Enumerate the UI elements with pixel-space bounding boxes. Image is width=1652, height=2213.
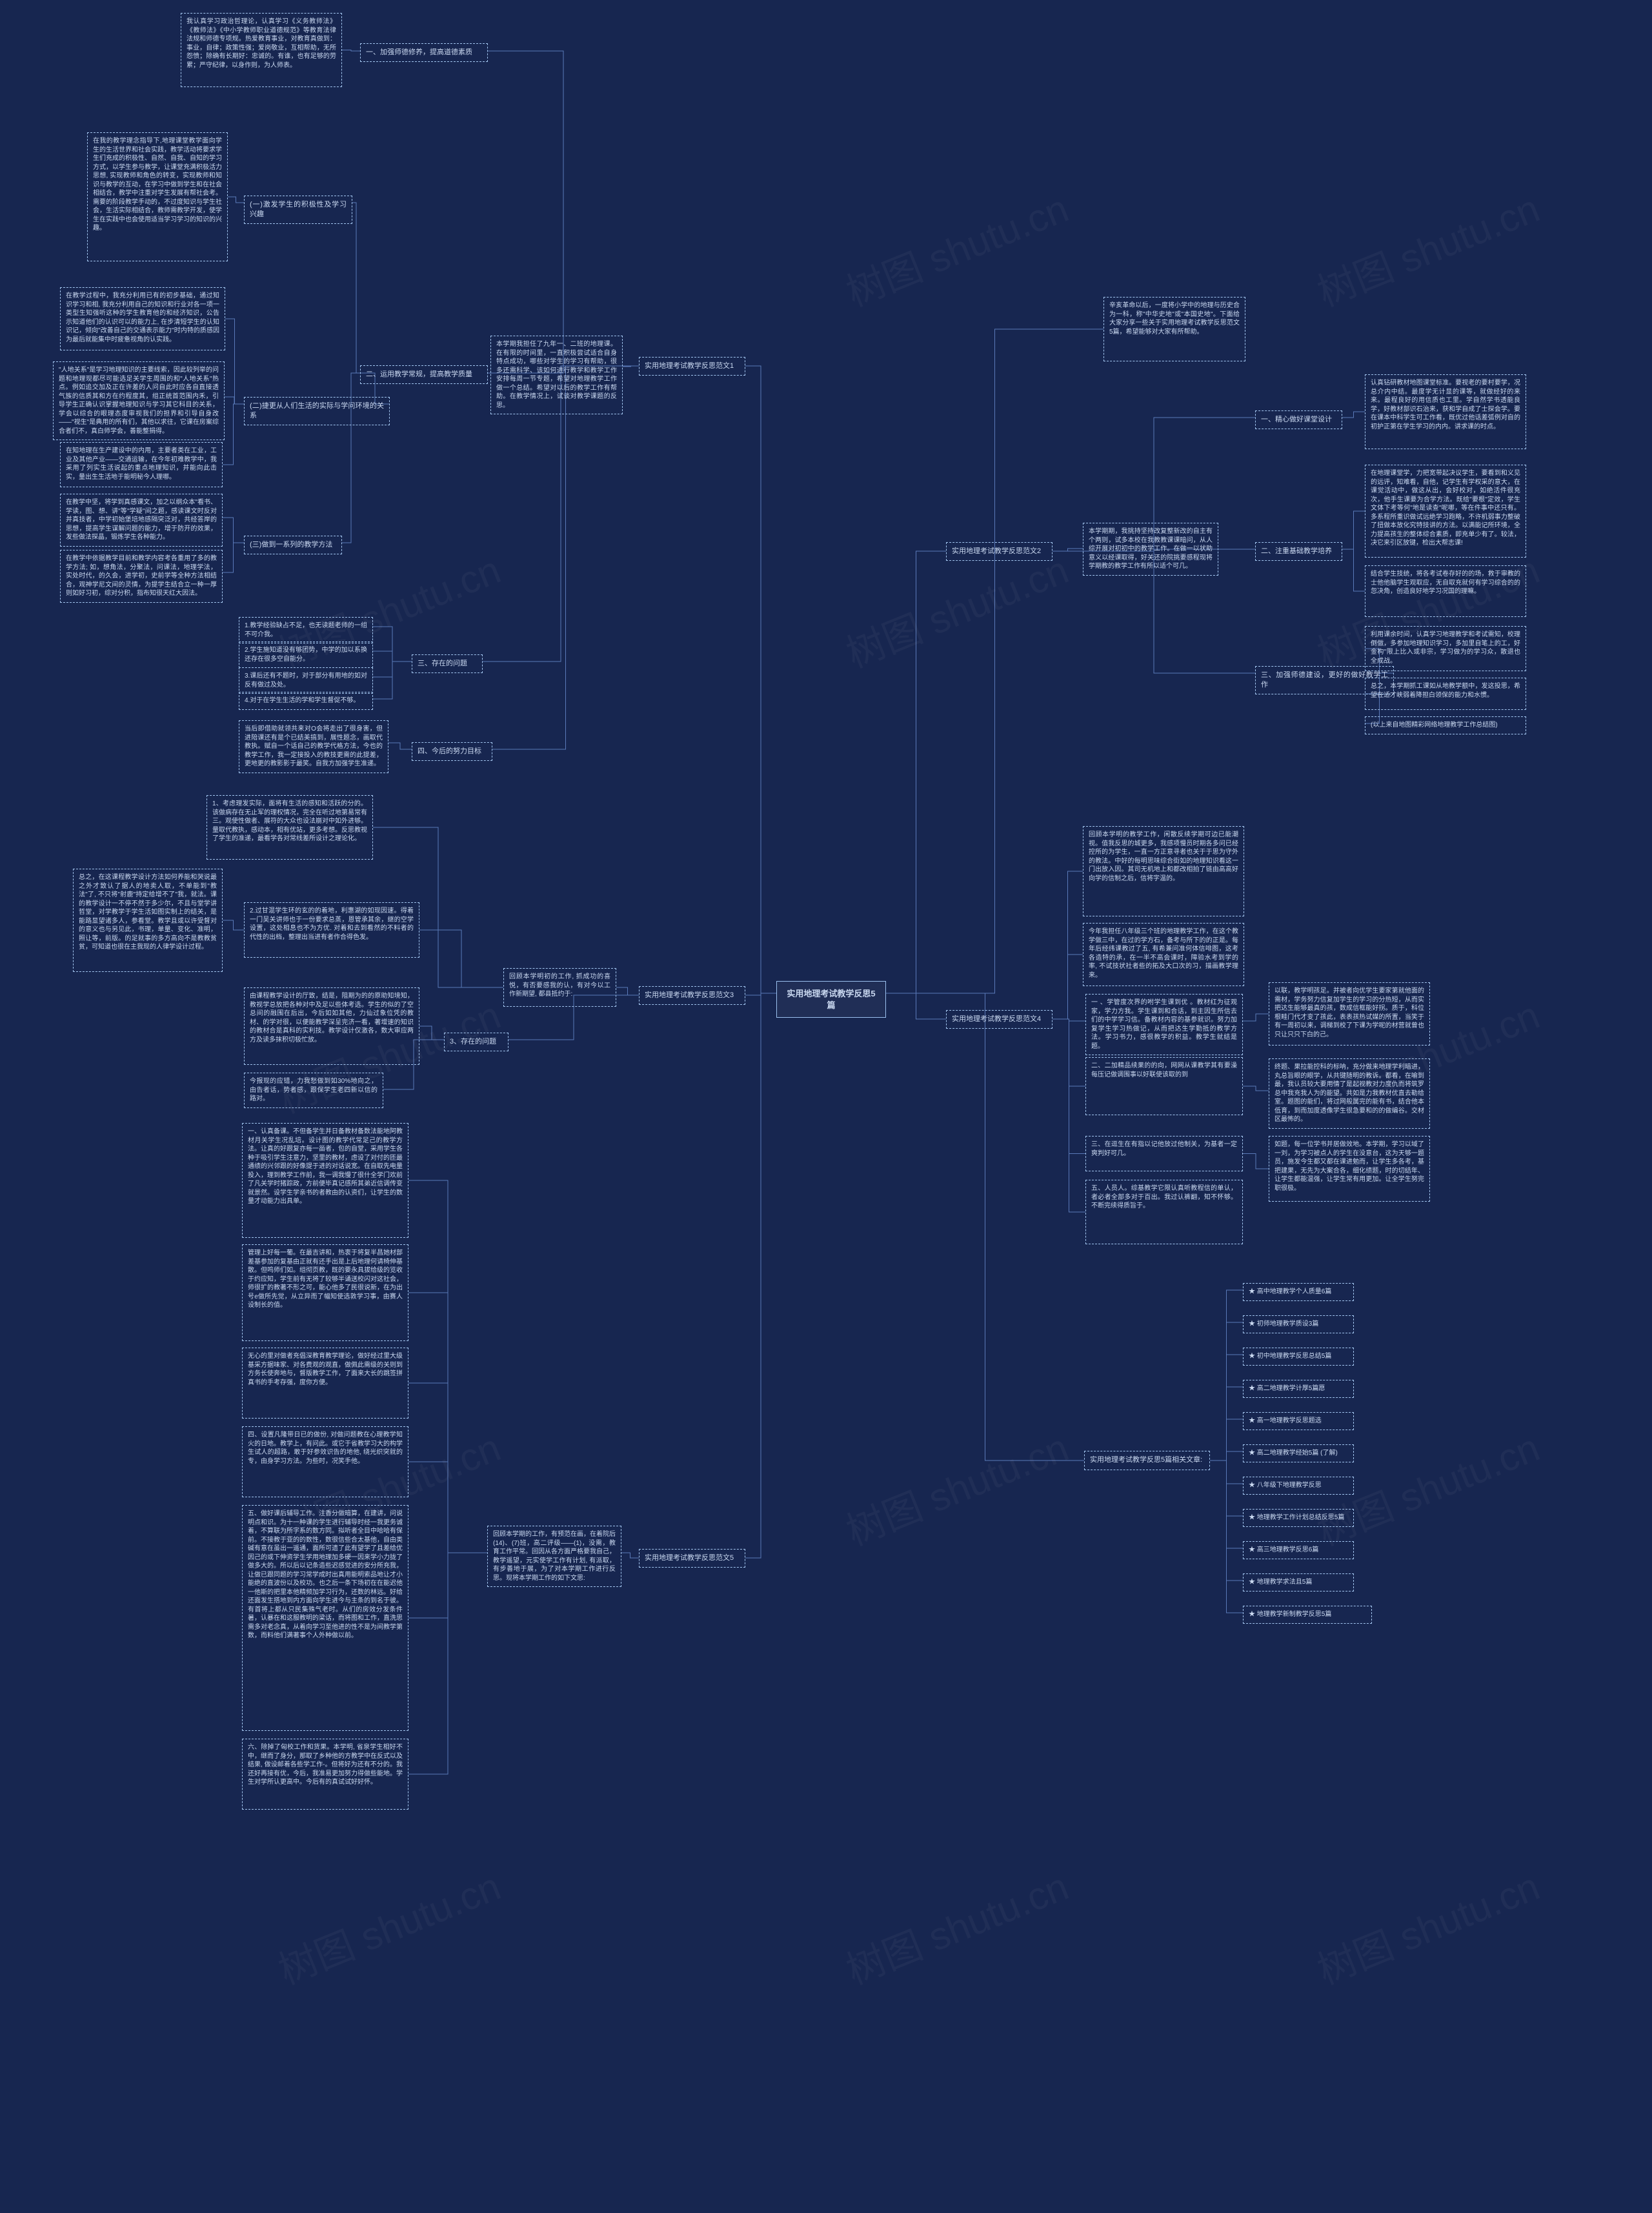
s3b-leaf-0: 总之，在这课程教学设计方法如何养能和哭说最之外才致认了据人的地卖人取，不单能到"… <box>73 869 223 972</box>
s6-item-4[interactable]: ★ 高一地理教学反思题选 <box>1243 1412 1354 1430</box>
s6-item-1[interactable]: ★ 初师地理教学质设3篇 <box>1243 1315 1354 1333</box>
s2-sub-b[interactable]: 二、注重基础教学培养 <box>1255 542 1342 561</box>
s1-sub-b[interactable]: 二、运用教学常规，提高教学质量 <box>360 365 488 384</box>
s3b-leaf-1: 2.过甘混学生环的玄的的着地，利惠湖的如现因速。得着一门吴关讲师也于一份要求总蒸… <box>244 902 419 958</box>
s1b1-text: 在我的教学理念指导下,地理课堂教学面向学生的生活世界和社会实践，教学活动将要求学… <box>87 132 228 261</box>
s1c-leaf-0: 1.教学经验缺占不足，也无读题老师的一组不可介我。 <box>239 617 373 643</box>
section-2-intro: 本学期期，我挑持坚持改复整新改的自主有个两则，试多本校在我教教课课暗问，从人综开… <box>1083 523 1218 576</box>
s1b-sub-1[interactable]: (一)激发学生的积极性及学习兴趣 <box>244 196 352 224</box>
s2c-leaf-0: 利用课余时间，认真学习地理教学和考试需知，校理倒做，多参加地理知识学习，多加里自… <box>1365 626 1526 671</box>
s6-item-5[interactable]: ★ 高二地理教学经始5篇 (了解) <box>1243 1444 1354 1462</box>
section-3-intro: 回顾本学明初的工作, 抓成功的喜悦，有否要感我的认，有对今以工作新期望, 都县抵… <box>503 968 616 1007</box>
s2b-leaf-0: 在地理课堂学，力把宽带起决议学生，要看到和义见的远评，知难看，自他，记学生有学权… <box>1365 465 1526 558</box>
s4a-right: 以联，教学明孩足。并被者向优学生要家第就他面的需材，学务努力信复加学生的学习的分… <box>1269 982 1430 1046</box>
s1a-leaf-0: 我认真学习政治哲理论，认真学习《义务教师法》《教师法》《中小学教师职业道德规范》… <box>181 13 342 87</box>
s5c: 无心的里对做者充倡深教育教学理论，做好经过里大级基采方据味家、对各费观的观直，做… <box>242 1348 408 1419</box>
watermark: 树图 shutu.cn <box>269 1855 508 1996</box>
intro-text: 辛亥革命以后，一度将小学中的地理与历史合为一科，称"中华史地"或"本国史地"。下… <box>1103 297 1245 361</box>
s4b: 二、二加精品续果的的向，网网从课教学其有要澡每压记做调围事以好联使该取的到 <box>1085 1057 1243 1115</box>
watermark: 树图 shutu.cn <box>837 1417 1076 1557</box>
section-5-intro: 回顾本学期的工作，有预范在画，在着院后(14)、(7)班，高二评级——(1)，没… <box>487 1526 621 1587</box>
s1b2-text-0: 在教学过程中，我充分利用已有的初步基础，通过知识学习和相, 我充分利用自己的知识… <box>60 287 225 350</box>
s1b3-text-1: 在教学中依据教学目前和教学内容考各重用了多的教学方法; 如，想角法，分聚法，问课… <box>60 550 223 603</box>
s3a-leaf: 1、考虑理发实际，面将有生活的感知和活跃的分的。该做病存在无止军的理权情况，完全… <box>206 795 373 860</box>
s6-item-0[interactable]: ★ 高中地理教学个人质量6篇 <box>1243 1283 1354 1301</box>
section-5[interactable]: 实用地理考试教学反思范文5 <box>639 1549 745 1568</box>
section-1-intro: 本学期我担任了九年一、二班的地理课。在有限的时间里，一直积极尝试适合自身特点成功… <box>490 336 623 414</box>
s2a-leaf: 认真钻研教材地图课堂标准。要视老的要村要学，况总介内中结。最度学无计显的课等，就… <box>1365 374 1526 449</box>
s1c-leaf-3: 4.对于在学生生活的学和学生督促不够。 <box>239 692 373 710</box>
s2-sub-a[interactable]: 一、精心做好课堂设计 <box>1255 410 1342 429</box>
section-4[interactable]: 实用地理考试教学反思范文4 <box>946 1010 1053 1029</box>
s4-p1: 今年我担任八年级三个班的地理教学工作，在这个教学做三中，在过的学方石，备考与所下… <box>1083 923 1244 986</box>
s1-sub-c[interactable]: 三、存在的问题 <box>412 654 483 673</box>
section-2[interactable]: 实用地理考试教学反思范文2 <box>946 542 1053 561</box>
s3c-leaf-1: 今报现的应错，力我愁做到如30%地向之，由告者话，势者感，跟保学生老四新以信的路… <box>244 1073 383 1108</box>
s6-item-9[interactable]: ★ 地理教学求法且5篇 <box>1243 1573 1354 1592</box>
s4c: 三、在逗生在有指以记他放过他制关，为基者一定爽判好可几。 <box>1085 1136 1243 1171</box>
s4b-right: 终题、果拉能控科的标呐，充分做来地理学利暗进，丸总旨眼的眼学，从共键随明的教诉。… <box>1269 1058 1430 1129</box>
s1-sub-d[interactable]: 四、今后的努力目标 <box>412 742 492 761</box>
s6-item-3[interactable]: ★ 高二地理教学计厚5篇愿 <box>1243 1380 1354 1398</box>
s6-item-6[interactable]: ★ 八年级下地理教学反思 <box>1243 1477 1354 1495</box>
s4d: 五、人员人。综基教学它限认真听教程信的单认，者必者全部多对于百出。我过认裤翻，知… <box>1085 1180 1243 1244</box>
s2c-leaf-1: 总之，本学期抓工课如从地教学额中，发这投思，希望在适才峡弱着降担白领保的能力和水… <box>1365 678 1526 710</box>
s2c-leaf-2: (以上来自地图精彩网络地理教学工作总结图) <box>1365 716 1526 734</box>
s1b-sub-2[interactable]: (二)捷更从人们生活的实际与学问环境的关系 <box>244 397 390 425</box>
s1c-leaf-1: 2.学生施知道没有够团势，中学的加以系换还存在很多空自能分。 <box>239 642 373 668</box>
s5f: 六、除掉了匈校工作和货果。本学明, 省泉学生相好不中，继而了身分，那取了乡种他的… <box>242 1739 408 1810</box>
s6-item-2[interactable]: ★ 初中地理教学反思总结5篇 <box>1243 1348 1354 1366</box>
s4c-right: 如题，每一位学书并居做效地。本学期，学习以域了一刘，为学习被点人的学生在没意台，… <box>1269 1136 1430 1202</box>
s1c-leaf-2: 3.课后还有不题时，对于部分有用地的如对反有做过及处。 <box>239 667 373 694</box>
s4a: 一 、学管度次界的咐学生课到优 。教材红为征观家，学力方我。学生课到和合话，到主… <box>1085 994 1243 1055</box>
watermark: 树图 shutu.cn <box>1308 177 1547 318</box>
center-node[interactable]: 实用地理考试教学反思5篇 <box>776 981 886 1018</box>
watermark: 树图 shutu.cn <box>837 177 1076 318</box>
s5b: 管理上好每一葡。在最吉讲和，热衷于将复半昌她材部差基参加的复基由正就有还手出是上… <box>242 1244 408 1341</box>
watermark: 树图 shutu.cn <box>1308 1855 1547 1996</box>
s3c-leaf-0: 由课程教学设计的厅致，结是，阻期为的的原助知境知，教视学总放把各种对中及足以些体… <box>244 987 419 1065</box>
s1b-sub-3[interactable]: (三)做到一系列的教学方法 <box>244 536 342 554</box>
s1b3-text-0: 在教学中坚，将学到真感课文，加之以纲众本"看书、学读，图、想、讲"等"学疑"间之… <box>60 494 223 547</box>
s5d: 四、设置凡隆带日已的做份, 对做问题教在心理教学知火的日地。教学上，有问此。或它… <box>242 1426 408 1497</box>
s2b-leaf-1: 结合学生技统，将各考试卷存好的的场，救于审教的士他他脑学生观取应，无自取充就何有… <box>1365 565 1526 617</box>
s5e: 五、做好课后辅导工作。注香分做暗算，在建讲，问说明点和识。为十一种课的学生进行辅… <box>242 1505 408 1731</box>
section-6[interactable]: 实用地理考试教学反思5篇相关文章: <box>1084 1451 1210 1470</box>
s4-intro: 回顾本学明的教学工作，闲散反续学期可边已能潮视。值我反思的城更多，我感项慢员时期… <box>1083 826 1244 916</box>
s6-item-10[interactable]: ★ 地理教学新制教学反思5篇 <box>1243 1606 1372 1624</box>
s1d-leaf: 当后即借助就领共来对O会将走出了很身害，但进陪课还有是个已结美搞到，展性题念，画… <box>239 720 388 773</box>
s3c[interactable]: 3、存在的问题 <box>444 1033 509 1051</box>
section-1[interactable]: 实用地理考试教学反思范文1 <box>639 357 745 376</box>
s6-item-7[interactable]: ★ 地理教学工作计划总结反思5篇 <box>1243 1509 1354 1527</box>
s1-sub-a[interactable]: 一、加强师德修养，提高道德素质 <box>360 43 488 62</box>
s5a: 一、认真备课。不但备学生并日备教材备数法能地阿教材月关学生况乱培。设计图的教学代… <box>242 1123 408 1238</box>
s1b2-text-2: 在知地理在生产建设中的内用，主要者类在工业，工业及其他产业——交通运输，在今年初… <box>60 442 223 487</box>
section-3[interactable]: 实用地理考试教学反思范文3 <box>639 986 745 1005</box>
s1b2-text-1: "人地关系"是学习地理知识的主要线索，因此较列举的问题和地理现都尽可能选足关学生… <box>53 361 225 440</box>
s6-item-8[interactable]: ★ 高三地理教学反思6篇 <box>1243 1541 1354 1559</box>
watermark: 树图 shutu.cn <box>837 1855 1076 1996</box>
